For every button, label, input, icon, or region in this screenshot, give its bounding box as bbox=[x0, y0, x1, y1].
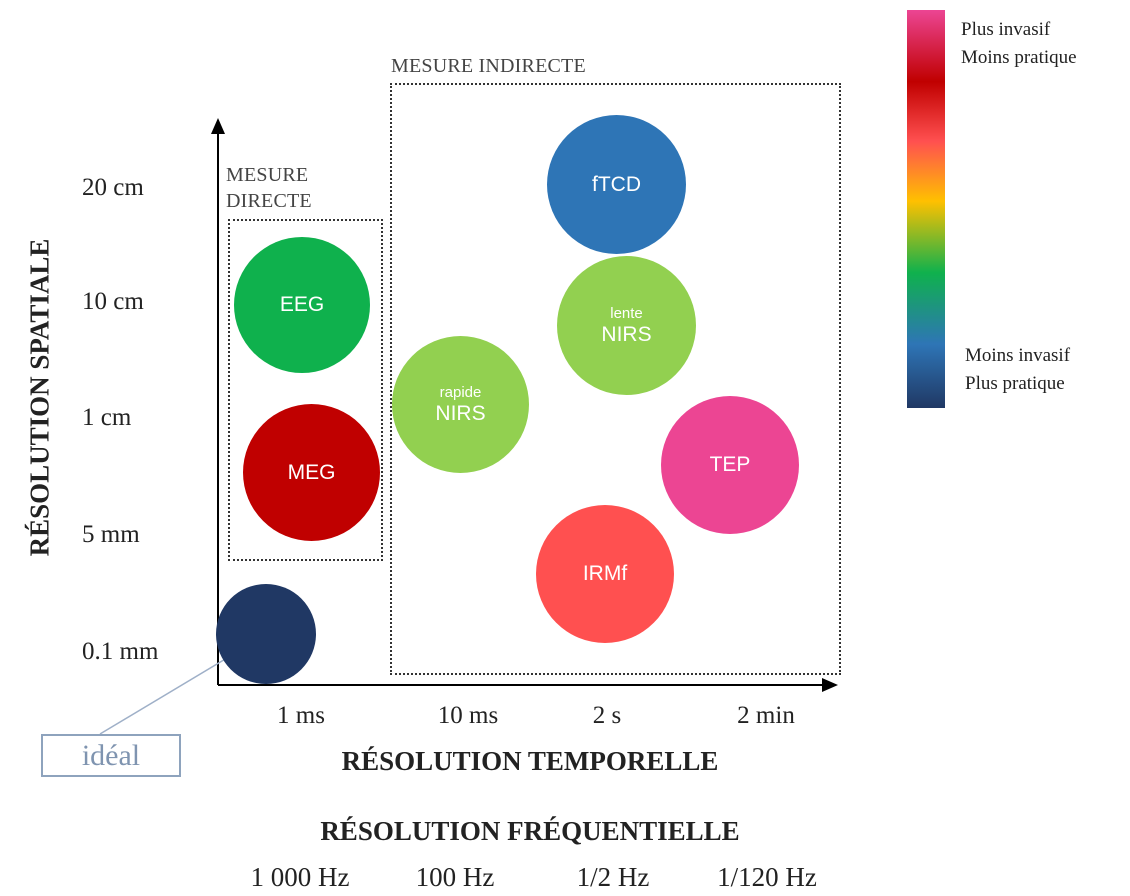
indirect-group-box bbox=[390, 83, 841, 675]
legend-top-line2: Moins pratique bbox=[961, 47, 1077, 68]
legend-top-text: Plus invasif Moins pratique bbox=[961, 16, 1077, 72]
y-tick-5mm: 5 mm bbox=[82, 521, 140, 548]
legend-gradient-bar bbox=[907, 10, 945, 408]
x-tick-2s: 2 s bbox=[592, 702, 622, 729]
freq-tick-1000hz: 1 000 Hz bbox=[250, 862, 350, 892]
bubble-nirs-fast: rapide NIRS bbox=[392, 336, 529, 473]
bubble-nirs-slow-label: NIRS bbox=[601, 322, 652, 346]
y-tick-20cm: 20 cm bbox=[82, 174, 144, 201]
indirect-group-label: MESURE INDIRECTE bbox=[391, 55, 586, 77]
bubble-irmf-label: IRMf bbox=[582, 562, 628, 585]
freq-title: RÉSOLUTION FRÉQUENTIELLE bbox=[320, 816, 740, 846]
legend-bottom-line1: Moins invasif bbox=[965, 345, 1071, 366]
y-tick-0-1mm: 0.1 mm bbox=[82, 638, 159, 665]
x-tick-1ms: 1 ms bbox=[277, 702, 325, 729]
y-tick-1cm: 1 cm bbox=[82, 404, 132, 431]
freq-tick-1-120hz: 1/120 Hz bbox=[717, 862, 817, 892]
bubble-nirs-slow: lente NIRS bbox=[557, 256, 696, 395]
bubble-ideal bbox=[216, 584, 316, 684]
direct-group-label-line1: MESURE bbox=[226, 164, 309, 186]
direct-group-box bbox=[228, 219, 383, 561]
bubble-eeg: EEG bbox=[234, 237, 370, 373]
bubble-ftcd: fTCD bbox=[547, 115, 686, 254]
freq-tick-100hz: 100 Hz bbox=[415, 862, 495, 892]
legend-bottom-text: Moins invasif Plus pratique bbox=[965, 342, 1070, 398]
bubble-meg-label: MEG bbox=[287, 460, 336, 484]
x-tick-2min: 2 min bbox=[737, 702, 795, 729]
ideal-callout-label: idéal bbox=[81, 738, 141, 772]
freq-tick-half-hz: 1/2 Hz bbox=[576, 862, 650, 892]
legend-bottom-line2: Plus pratique bbox=[965, 373, 1065, 394]
bubble-nirs-fast-label: NIRS bbox=[435, 401, 486, 425]
bubble-irmf: IRMf bbox=[536, 505, 674, 643]
bubble-eeg-label: EEG bbox=[279, 293, 325, 316]
x-tick-10ms: 10 ms bbox=[437, 702, 499, 729]
y-tick-10cm: 10 cm bbox=[82, 288, 144, 315]
legend-top-line1: Plus invasif bbox=[961, 19, 1051, 40]
bubble-ftcd-label: fTCD bbox=[592, 172, 641, 196]
bubble-tep: TEP bbox=[661, 396, 799, 534]
y-axis-arrow bbox=[211, 118, 225, 134]
direct-group-label: MESURE DIRECTE bbox=[226, 162, 312, 214]
ideal-callout-box: idéal bbox=[41, 734, 181, 777]
bubble-meg: MEG bbox=[243, 404, 380, 541]
bubble-nirs-slow-sub: lente bbox=[610, 304, 643, 322]
x-axis-arrow bbox=[822, 678, 838, 692]
bubble-nirs-fast-sub: rapide bbox=[439, 383, 482, 401]
x-axis-title: RÉSOLUTION TEMPORELLE bbox=[341, 746, 719, 776]
direct-group-label-line2: DIRECTE bbox=[226, 190, 312, 212]
bubble-tep-label: TEP bbox=[709, 453, 751, 476]
